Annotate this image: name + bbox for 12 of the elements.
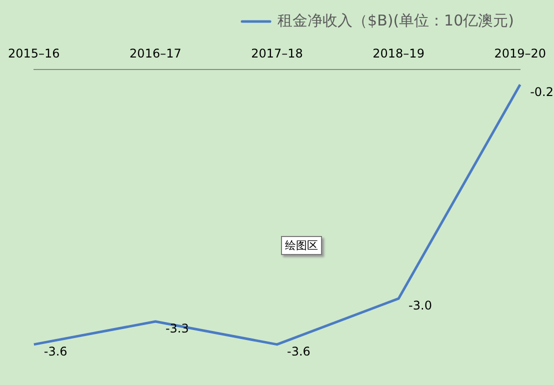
x-tick-label: 2017–18	[251, 46, 303, 60]
x-tick-label: 2015–16	[8, 46, 60, 60]
data-label: -3.0	[408, 298, 432, 313]
data-label: -3.6	[287, 344, 310, 359]
data-label: -0.2	[530, 84, 554, 99]
data-label: -3.6	[44, 344, 68, 359]
x-tick-label: 2018–19	[372, 46, 424, 60]
annotation: 绘图区	[281, 236, 322, 255]
x-tick-label: 2019–20	[494, 46, 546, 60]
x-tick-label: 2016–17	[130, 46, 182, 60]
data-label: -3.3	[165, 322, 189, 336]
legend-label: 租金净收入（$B)(单位：10亿澳元)	[278, 11, 514, 30]
